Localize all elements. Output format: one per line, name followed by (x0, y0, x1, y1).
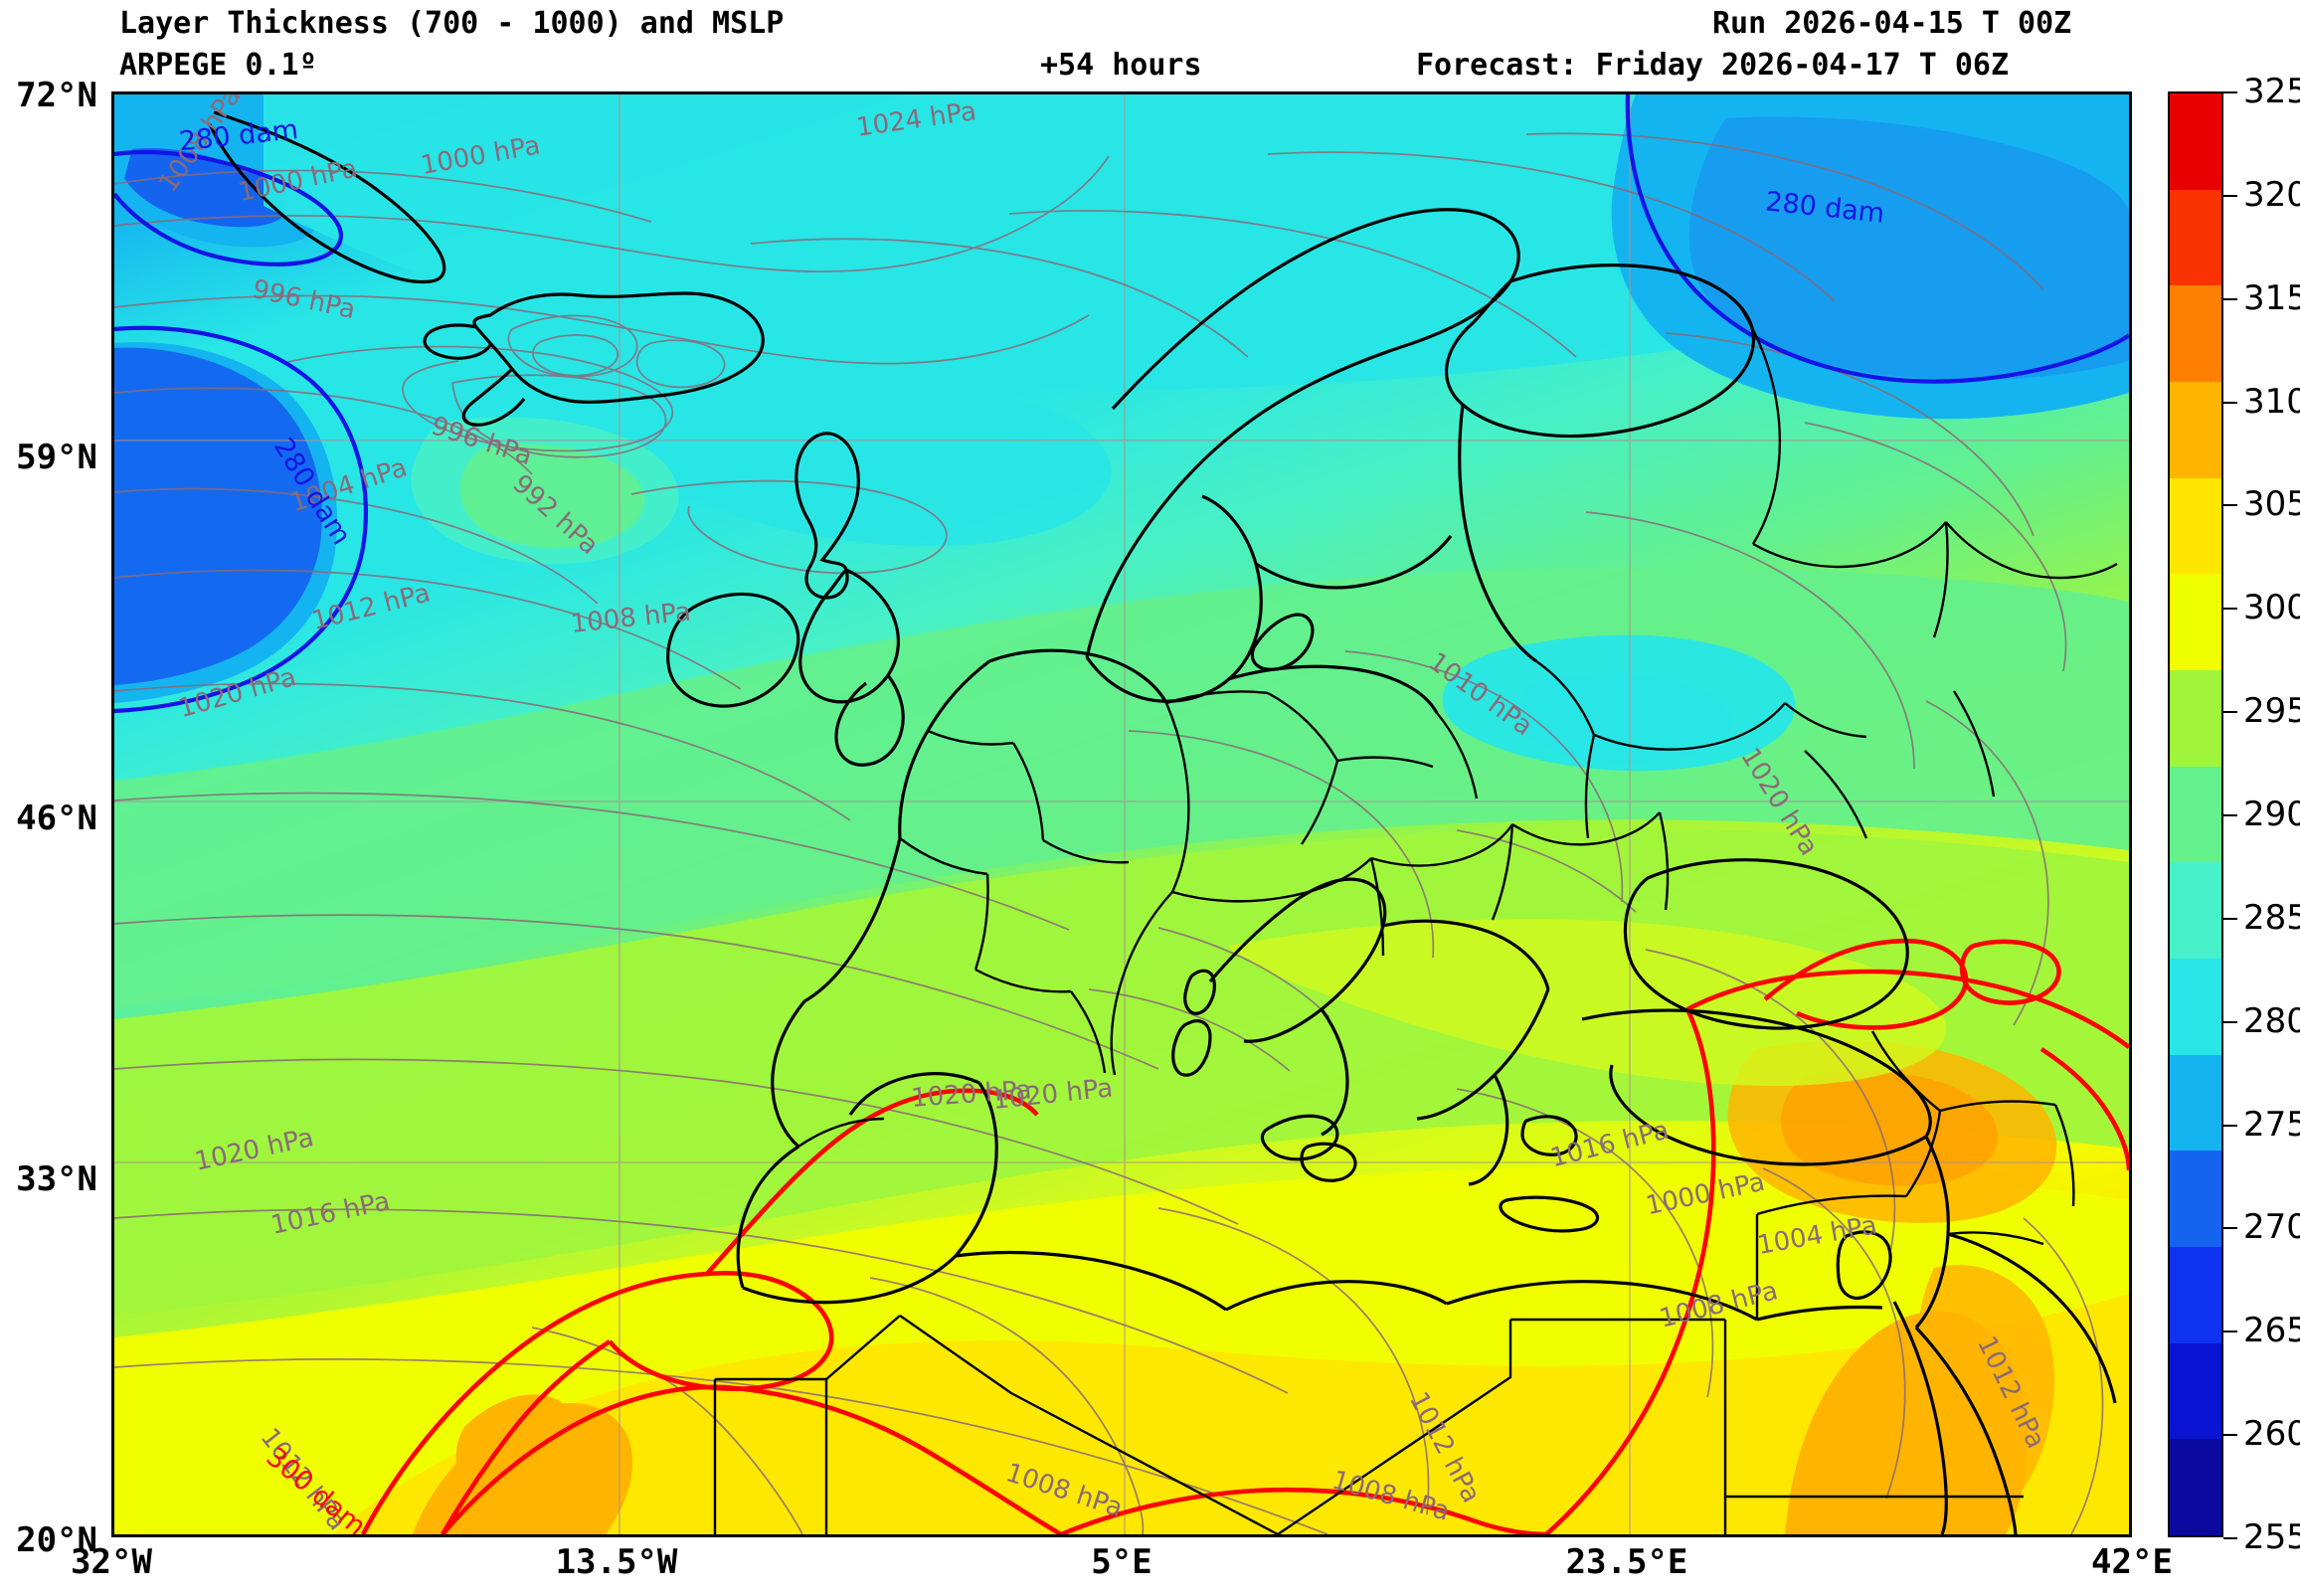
colorbar-tick-260 (2223, 1434, 2237, 1437)
colorbar-label-320: 320 (2243, 174, 2300, 215)
chart-title: Layer Thickness (700 - 1000) and MSLP (119, 6, 785, 41)
colorbar-tick-290 (2223, 814, 2237, 816)
colorbar-tick-270 (2223, 1227, 2237, 1230)
lat-tick-20n: 20°N (16, 1520, 97, 1560)
thickness-fill-layer (114, 94, 2129, 1534)
contour-300dam-sahara-w (441, 1384, 726, 1534)
lon-tick-5e: 5°E (1091, 1542, 1152, 1582)
colorbar-swatch-315 (2170, 285, 2221, 383)
lon-tick-23_5e: 23.5°E (1565, 1542, 1688, 1582)
run-time-label: Run 2026-04-15 T 00Z (1712, 6, 2072, 41)
lat-tick-46n: 46°N (16, 798, 97, 838)
colorbar-swatch-320 (2170, 189, 2221, 286)
colorbar-swatch-255 (2170, 1439, 2221, 1536)
colorbar-tick-295 (2223, 711, 2237, 714)
colorbar-tick-275 (2223, 1124, 2237, 1127)
colorbar-label-285: 285 (2243, 897, 2300, 938)
colorbar[interactable] (2168, 91, 2223, 1537)
lat-tick-72n: 72°N (16, 76, 97, 115)
colorbar-tick-265 (2223, 1330, 2237, 1333)
colorbar-ticks (2223, 91, 2243, 1539)
colorbar-swatch-290 (2170, 766, 2221, 863)
lat-tick-59n: 59°N (16, 438, 97, 477)
colorbar-label-280: 280 (2243, 1000, 2300, 1041)
thickness-contour-layer (114, 94, 2129, 1534)
colorbar-label-255: 255 (2243, 1517, 2300, 1557)
colorbar-swatch-285 (2170, 862, 2221, 960)
lon-tick-32w: 32°W (71, 1542, 152, 1582)
mslp-isobar-layer (114, 132, 2104, 1534)
colorbar-swatch-260 (2170, 1342, 2221, 1440)
colorbar-tick-305 (2223, 504, 2237, 507)
contour-300dam-east (2039, 1047, 2129, 1171)
colorbar-tick-300 (2223, 608, 2237, 611)
contour-300dam-egypt (1544, 1008, 1716, 1534)
lat-tick-33n: 33°N (16, 1159, 97, 1199)
colorbar-label-270: 270 (2243, 1207, 2300, 1248)
colorbar-swatch-295 (2170, 670, 2221, 767)
contour-280dam-nw (114, 325, 368, 714)
colorbar-swatch-310 (2170, 382, 2221, 478)
colorbar-tick-310 (2223, 401, 2237, 404)
colorbar-swatch-265 (2170, 1247, 2221, 1343)
colorbar-label-260: 260 (2243, 1414, 2300, 1455)
coastline-layer (208, 110, 2117, 1534)
colorbar-tick-315 (2223, 297, 2237, 300)
model-label: ARPEGE 0.1º (119, 48, 317, 83)
colorbar-tick-255 (2223, 1537, 2237, 1539)
contour-280dam-ne (1625, 94, 2129, 384)
lon-tick-13_5w: 13.5°W (555, 1542, 678, 1582)
lon-tick-42e: 42°E (2091, 1542, 2173, 1582)
political-border-layer (713, 304, 2118, 1534)
colorbar-swatch-275 (2170, 1054, 2221, 1152)
contour-280dam-nwcorner (114, 149, 343, 266)
lead-time-label: +54 hours (1040, 48, 1202, 83)
contour-300dam-sw (441, 1339, 612, 1534)
colorbar-label-295: 295 (2243, 691, 2300, 732)
colorbar-label-305: 305 (2243, 484, 2300, 525)
colorbar-swatch-300 (2170, 574, 2221, 671)
contour-300dam-iraq-lobe (1959, 939, 2061, 1005)
colorbar-swatch-280 (2170, 959, 2221, 1055)
contour-300dam-atlas-n (705, 1088, 1039, 1276)
colorbar-label-275: 275 (2243, 1104, 2300, 1145)
colorbar-label-290: 290 (2243, 795, 2300, 834)
colorbar-tick-320 (2223, 194, 2237, 197)
colorbar-label-310: 310 (2243, 381, 2300, 422)
contour-300dam-levant (1685, 969, 2129, 1049)
colorbar-label-265: 265 (2243, 1311, 2300, 1351)
colorbar-tick-285 (2223, 917, 2237, 920)
contour-300dam-sahel (1060, 1487, 1547, 1534)
colorbar-label-325: 325 (2243, 72, 2300, 111)
colorbar-swatch-325 (2170, 93, 2221, 190)
colorbar-label-300: 300 (2243, 588, 2300, 628)
colorbar-swatch-305 (2170, 477, 2221, 575)
map-canvas[interactable]: 1024 hPa 1000 hPa 1000 hPa 1008 hPa 996 hPa 9… (111, 91, 2132, 1537)
colorbar-swatch-270 (2170, 1151, 2221, 1248)
colorbar-label-315: 315 (2243, 277, 2300, 318)
colorbar-tick-325 (2223, 91, 2237, 93)
forecast-valid-label: Forecast: Friday 2026-04-17 T 06Z (1416, 48, 2010, 83)
contour-300dam-sahara-s (724, 1384, 1063, 1534)
colorbar-tick-280 (2223, 1020, 2237, 1023)
